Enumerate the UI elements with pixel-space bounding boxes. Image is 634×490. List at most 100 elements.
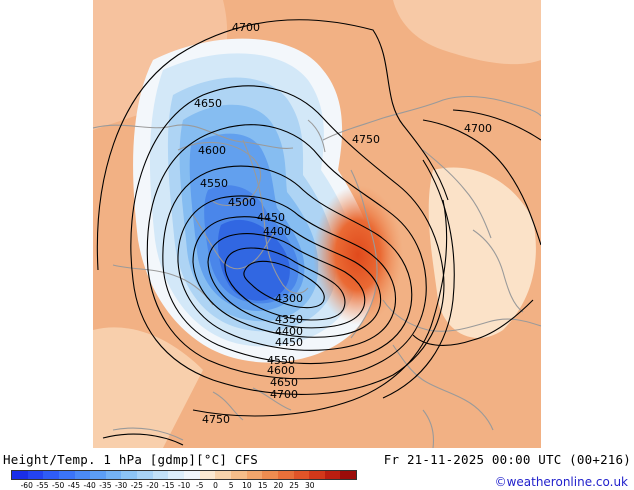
label-4500-top: 4500: [228, 196, 256, 209]
colorbar-cell: [58, 471, 75, 479]
label-4650-top: 4650: [194, 97, 222, 110]
credit-link[interactable]: ©weatheronline.co.uk: [494, 475, 628, 489]
colorbar-tick-label: 15: [257, 481, 268, 490]
colorbar-tick-label: -45: [67, 481, 81, 490]
colorbar-cell: [277, 471, 294, 479]
colorbar-cell: [199, 471, 216, 479]
temperature-shading: [93, 0, 541, 448]
contour-4300: [243, 260, 325, 309]
colorbar-cell: [27, 471, 44, 479]
height-contours: [96, 19, 541, 446]
label-4400-top: 4400: [263, 225, 291, 238]
colorbar-tick-label: -55: [36, 481, 49, 490]
coast-europe-north: [382, 299, 541, 332]
colorbar-ticks: -60 -55 -50 -45 -40 -35 -30 -25 -20 -15 -10 -5 0 5 10 1…: [11, 481, 357, 490]
colorbar-tick-label: -10: [177, 481, 191, 490]
valid-time: Fr 21-11-2025 00:00 UTC (00+216): [383, 452, 631, 467]
contour-4700-east-loop: [412, 299, 534, 346]
coast-caspian: [472, 229, 524, 313]
colorbar-tick-label: -60: [20, 481, 33, 490]
colorbar-tick-label: -15: [162, 481, 175, 490]
pale-field-southwest: [93, 327, 203, 448]
contour-4700-north: [96, 19, 449, 271]
contour-labels: 4700 4650 4600 4550 4500 4450 4400 4300 …: [194, 21, 492, 426]
colorbar-tick-label: 20: [273, 481, 284, 490]
colorbar-cell: [184, 471, 200, 479]
colorbar-cell: [340, 471, 357, 479]
colorbar-cell: [293, 471, 310, 479]
map-panel: 4700 4650 4600 4550 4500 4450 4400 4300 …: [93, 0, 541, 448]
colorbar-tick-label: 0: [213, 481, 218, 490]
colorbar-cell: [230, 471, 247, 479]
contour-4600: [146, 124, 427, 380]
colorbar-cell: [43, 471, 59, 479]
colorbar-tick-label: 30: [305, 481, 315, 490]
colorbar-cell: [74, 471, 91, 479]
cool-core: [217, 219, 290, 301]
colorbar-cell: [324, 471, 341, 479]
label-4450-bottom: 4450: [275, 336, 303, 349]
label-4550-top: 4550: [200, 177, 228, 190]
label-4550-bottom: 4550: [267, 354, 295, 367]
label-4400-bottom: 4400: [275, 325, 303, 338]
contour-4350: [224, 247, 346, 321]
label-4300: 4300: [275, 292, 303, 305]
colorbar-tick-label: -20: [146, 481, 159, 490]
colorbar-tick-label: 25: [289, 481, 299, 490]
contour-4450: [192, 216, 382, 338]
colorbar-cell: [12, 471, 28, 479]
colorbar-cell: [105, 471, 122, 479]
colorbar-cell: [246, 471, 263, 479]
map-title: Height/Temp. 1 hPa [gdmp][°C] CFS: [3, 452, 258, 467]
coast-greenland-east: [242, 139, 309, 294]
label-4650-bottom: 4650: [270, 376, 298, 389]
colorbar-cell: [121, 471, 138, 479]
label-4750-east: 4750: [352, 133, 380, 146]
legend-footer: Height/Temp. 1 hPa [gdmp][°C] CFS Fr 21-…: [0, 448, 634, 490]
label-4700-top: 4700: [232, 21, 260, 34]
contour-4700-south: [192, 199, 448, 417]
map-svg: 4700 4650 4600 4550 4500 4450 4400 4300 …: [93, 0, 541, 448]
colorbar-tick-label: -25: [130, 481, 143, 490]
coast-greenland-north: [177, 141, 262, 206]
label-4600-top: 4600: [198, 144, 226, 157]
coast-hudson: [112, 264, 214, 306]
coast-baffin: [192, 214, 276, 270]
label-4700-bottom: 4700: [270, 388, 298, 401]
colorbar: [11, 470, 357, 480]
pale-field-northeast: [393, 0, 541, 65]
contour-4550: [162, 165, 413, 364]
coastlines: [93, 96, 541, 448]
coast-arctic-canada: [93, 124, 294, 149]
label-4700-east: 4700: [464, 122, 492, 135]
contour-4750-south-east: [382, 159, 455, 399]
colorbar-cell: [168, 471, 185, 479]
pale-field-east: [428, 167, 536, 339]
contour-4400: [207, 233, 366, 329]
coast-atlantic: [112, 427, 184, 441]
colorbar-cell: [90, 471, 106, 479]
coast-iceland: [252, 387, 292, 411]
colorbar-tick-label: 10: [242, 481, 252, 490]
contour-4700-northeast: [452, 109, 541, 141]
colorbar-tick-label: -30: [114, 481, 128, 490]
coast-newfoundland: [212, 391, 244, 421]
coast-mediterranean: [422, 409, 435, 448]
coast-urals: [422, 149, 492, 239]
contour-4500: [177, 195, 397, 351]
contour-4650: [130, 85, 445, 395]
contour-4750-southwest: [102, 433, 184, 446]
colorbar-tick-label: -5: [195, 481, 204, 490]
label-4600-bottom: 4600: [267, 364, 295, 377]
warm-core: [313, 185, 403, 325]
colorbar-tick-label: -40: [83, 481, 96, 490]
colorbar-cell: [262, 471, 278, 479]
colorbar-cell: [152, 471, 169, 479]
colorbar-tick-label: 5: [228, 481, 234, 490]
colorbar-cell: [137, 471, 153, 479]
contour-4750-east: [422, 119, 541, 246]
coast-siberia: [322, 96, 541, 141]
colorbar-tick-label: -35: [99, 481, 112, 490]
colorbar-cell: [309, 471, 325, 479]
